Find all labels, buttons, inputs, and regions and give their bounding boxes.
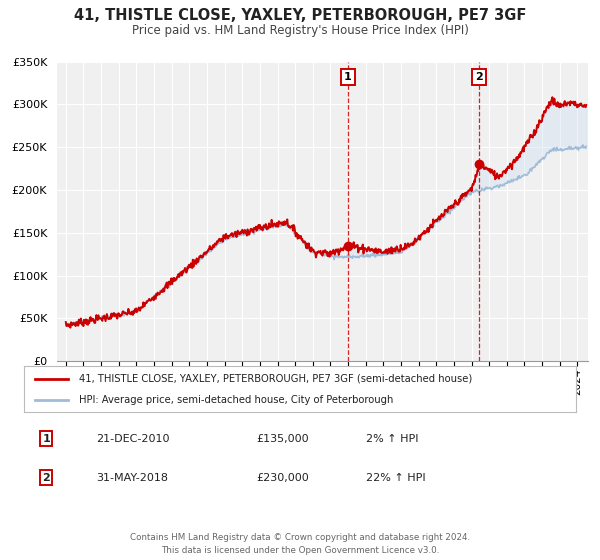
Text: 2: 2: [475, 72, 482, 82]
Text: 1: 1: [42, 434, 50, 444]
Text: 2: 2: [42, 473, 50, 483]
Text: HPI: Average price, semi-detached house, City of Peterborough: HPI: Average price, semi-detached house,…: [79, 395, 394, 405]
Text: 41, THISTLE CLOSE, YAXLEY, PETERBOROUGH, PE7 3GF (semi-detached house): 41, THISTLE CLOSE, YAXLEY, PETERBOROUGH,…: [79, 374, 472, 384]
Text: 2% ↑ HPI: 2% ↑ HPI: [366, 434, 419, 444]
Text: 31-MAY-2018: 31-MAY-2018: [96, 473, 168, 483]
Text: 22% ↑ HPI: 22% ↑ HPI: [366, 473, 426, 483]
Text: £230,000: £230,000: [256, 473, 308, 483]
Text: £135,000: £135,000: [256, 434, 308, 444]
Text: 21-DEC-2010: 21-DEC-2010: [96, 434, 169, 444]
Text: 1: 1: [344, 72, 352, 82]
Text: Price paid vs. HM Land Registry's House Price Index (HPI): Price paid vs. HM Land Registry's House …: [131, 24, 469, 36]
Text: Contains HM Land Registry data © Crown copyright and database right 2024.
This d: Contains HM Land Registry data © Crown c…: [130, 533, 470, 554]
Text: 41, THISTLE CLOSE, YAXLEY, PETERBOROUGH, PE7 3GF: 41, THISTLE CLOSE, YAXLEY, PETERBOROUGH,…: [74, 8, 526, 24]
